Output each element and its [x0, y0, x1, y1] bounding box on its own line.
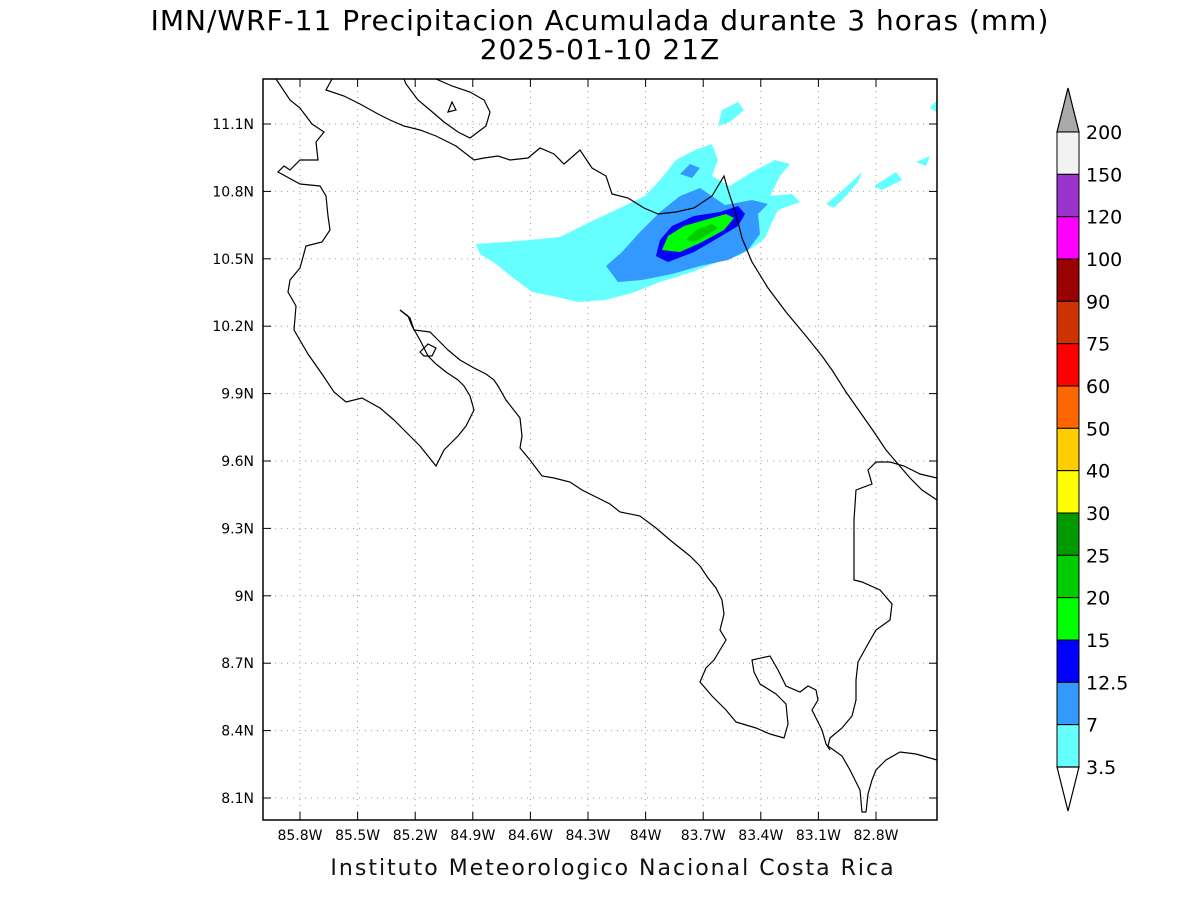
islet-north — [447, 100, 457, 113]
institution-footer: Instituto Meteorologico Nacional Costa R… — [330, 856, 896, 881]
map-subtitle: 2025-01-10 21Z — [479, 33, 721, 66]
colorbar-swatch — [1056, 131, 1080, 175]
lon-tick-label: 83.4W — [738, 828, 783, 844]
longitude-axis: 85.8W 85.5W 85.2W 84.9W 84.6W 84.3W 84W … — [277, 828, 898, 844]
lon-tick-label: 84.6W — [508, 828, 553, 844]
precip-dark-green — [686, 224, 718, 242]
precip-light-east-3 — [916, 156, 930, 166]
nicaragua-border — [325, 79, 659, 215]
colorbar-label: 150 — [1086, 164, 1122, 186]
lat-tick-label: 9.3N — [221, 521, 254, 537]
lon-tick-label: 82.8W — [853, 828, 898, 844]
colorbar-label: 75 — [1086, 334, 1110, 356]
tick-marks — [263, 79, 937, 820]
colorbar-labels: 200 150 120 100 90 75 60 50 40 30 25 20 … — [1086, 122, 1128, 779]
colorbar-label: 50 — [1086, 418, 1110, 440]
grid-lines — [263, 79, 937, 820]
colorbar-label: 25 — [1086, 545, 1110, 567]
colorbar-label: 120 — [1086, 207, 1122, 229]
colorbar-swatch — [1056, 597, 1080, 641]
colorbar-swatch — [1056, 300, 1080, 345]
colorbar-label: 60 — [1086, 376, 1110, 398]
lat-tick-label: 10.2N — [212, 319, 254, 335]
lat-tick-label: 8.1N — [221, 791, 254, 807]
colorbar-label: 15 — [1086, 630, 1110, 652]
lon-tick-label: 83.7W — [681, 828, 726, 844]
colorbar-swatch — [1056, 554, 1080, 599]
colorbar-bottom-arrow — [1056, 766, 1080, 812]
colorbar-swatch — [1056, 385, 1080, 429]
latitude-axis: 11.1N 10.8N 10.5N 10.2N 9.9N 9.6N 9.3N 9… — [212, 117, 254, 807]
lon-tick-label: 83.1W — [796, 828, 841, 844]
colorbar-label: 90 — [1086, 291, 1110, 313]
precip-light-east-4 — [930, 100, 937, 112]
colorbar: 200 150 120 100 90 75 60 50 40 30 25 20 … — [1056, 87, 1128, 812]
lon-tick-label: 85.8W — [277, 828, 322, 844]
lat-tick-label: 8.4N — [221, 724, 254, 740]
lon-tick-label: 85.5W — [335, 828, 380, 844]
lat-tick-label: 9N — [235, 589, 254, 605]
precip-light-east-1 — [826, 172, 862, 208]
panama-border — [827, 461, 937, 813]
colorbar-swatch — [1056, 724, 1080, 768]
lon-tick-label: 85.2W — [393, 828, 438, 844]
colorbar-swatch — [1056, 512, 1080, 556]
lon-tick-label: 84.9W — [450, 828, 495, 844]
colorbar-label: 100 — [1086, 249, 1122, 271]
colorbar-label: 200 — [1086, 122, 1122, 144]
lon-tick-label: 84.3W — [565, 828, 610, 844]
lake-north — [403, 79, 491, 139]
nicoya-gulf-coast — [399, 309, 737, 723]
colorbar-label: 20 — [1086, 588, 1110, 610]
colorbar-swatch — [1056, 173, 1080, 218]
colorbar-label: 30 — [1086, 503, 1110, 525]
lat-tick-label: 10.5N — [212, 252, 254, 268]
map-title: IMN/WRF-11 Precipitacion Acumulada duran… — [150, 4, 1050, 37]
colorbar-top-arrow — [1056, 87, 1080, 133]
colorbar-swatch — [1056, 216, 1080, 260]
lat-tick-label: 10.8N — [212, 184, 254, 200]
plot-frame — [262, 78, 938, 821]
colorbar-swatch — [1056, 639, 1080, 683]
colorbar-label: 12.5 — [1086, 672, 1128, 694]
colorbar-swatch — [1056, 258, 1080, 302]
colorbar-swatch — [1056, 470, 1080, 514]
colorbar-swatches — [1056, 131, 1080, 768]
precip-light-north — [718, 102, 744, 126]
precip-moderate-north — [680, 164, 700, 178]
precipitation-field — [476, 100, 937, 302]
pacific-coast-north — [275, 79, 475, 468]
colorbar-label: 7 — [1086, 715, 1098, 737]
lat-tick-label: 9.9N — [221, 387, 254, 403]
coastlines — [275, 79, 937, 813]
colorbar-swatch — [1056, 343, 1080, 387]
colorbar-swatch — [1056, 681, 1080, 726]
caribbean-coast — [657, 174, 937, 501]
colorbar-label: 3.5 — [1086, 757, 1116, 779]
osa-peninsula — [735, 655, 831, 751]
colorbar-label: 40 — [1086, 461, 1110, 483]
lon-tick-label: 84W — [630, 828, 662, 844]
lat-tick-label: 11.1N — [212, 117, 254, 133]
lat-tick-label: 9.6N — [221, 454, 254, 470]
precip-light-east-2 — [874, 172, 902, 190]
nicoya-island — [419, 343, 437, 357]
colorbar-swatch — [1056, 427, 1080, 472]
lat-tick-label: 8.7N — [221, 656, 254, 672]
